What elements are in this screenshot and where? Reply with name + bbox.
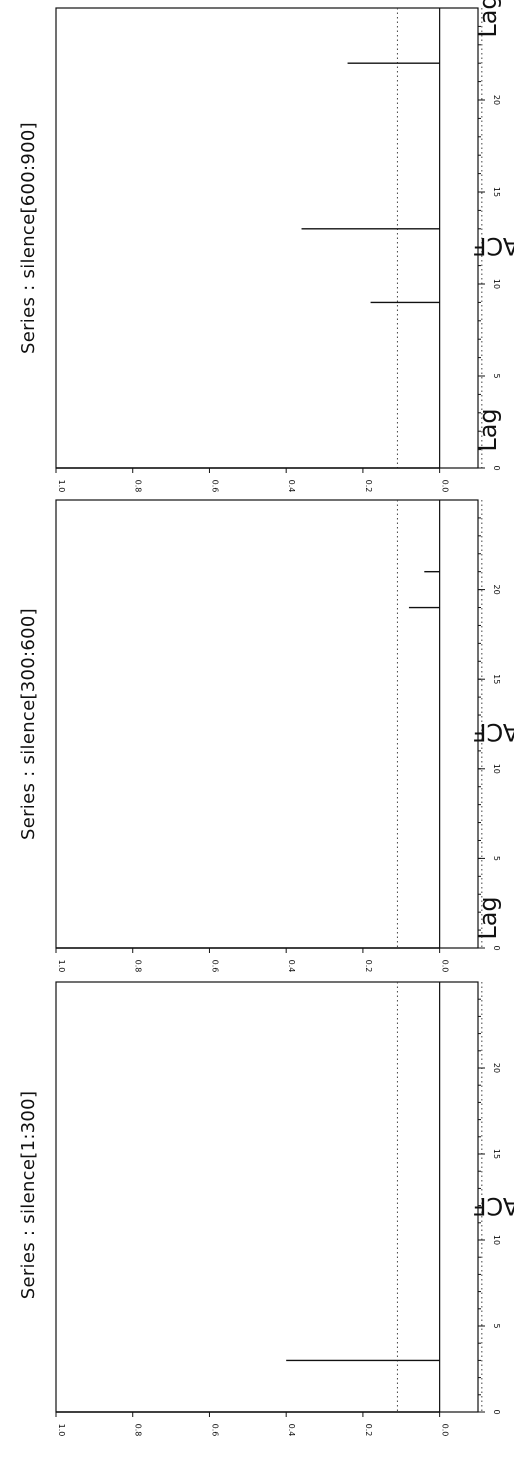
acf-axis-tick-label: 0.0: [441, 480, 450, 493]
acf-axis-tick-label: 1.0: [57, 480, 66, 493]
lag-axis-tick-label: 0: [492, 1409, 501, 1414]
chart-title: Series : silence[300:600]: [18, 608, 39, 840]
lag-axis-tick-label: 5: [492, 1323, 501, 1328]
acf-axis-tick-label: 1.0: [57, 1424, 66, 1437]
lag-axis-tick-label: 20: [492, 1063, 501, 1073]
acf-axis-tick-label: 0.4: [287, 1424, 296, 1437]
acf-axis-tick-label: 0.8: [134, 480, 143, 493]
acf-axis-tick-label: 0.6: [210, 480, 219, 493]
lag-axis-tick-label: 20: [492, 585, 501, 595]
lag-axis-tick-label: 10: [492, 764, 501, 774]
lag-axis-tick-label: 10: [492, 1235, 501, 1245]
acf-axis-tick-label: 0.8: [134, 960, 143, 973]
acf-axis-tick-label: 0.6: [210, 960, 219, 973]
plot-frame: [55, 7, 479, 469]
acf-axis-tick-label: 0.2: [364, 960, 373, 973]
acf-axis-tick-label: 0.4: [287, 480, 296, 493]
acf-axis-title: ACF: [473, 232, 514, 260]
acf-axis-title: ACF: [473, 718, 514, 746]
lag-axis-tick-label: 5: [492, 856, 501, 861]
acf-panel-1: 0.0 0.2 0.4 0.6 0.8 1.0 0 5 10 15 20 Series : silen…: [18, 896, 514, 1436]
lag-axis-tick-label: 0: [492, 465, 501, 470]
chart-title: Series : silence[600:900]: [18, 122, 39, 354]
acf-axis-tick-label: 0.2: [364, 1424, 373, 1437]
lag-axis-title: Lag: [474, 408, 502, 451]
acf-axis-tick-label: 0.4: [287, 960, 296, 973]
acf-axis-title: ACF: [473, 1192, 514, 1220]
lag-axis-tick-label: 15: [492, 187, 501, 197]
acf-axis-tick-label: 0.0: [441, 960, 450, 973]
plot-frame: [55, 981, 479, 1413]
acf-panel-2: 0.0 0.2 0.4 0.6 0.8 1.0 0 5 10 15 20 Series : silen…: [18, 408, 514, 972]
acf-axis-tick-label: 0.8: [134, 1424, 143, 1437]
chart-title: Series : silence[1:300]: [18, 1091, 39, 1300]
acf-panel-3: 0.0 0.2 0.4 0.6 0.8 1.0 0 5 10 15 20 Series : silen…: [18, 0, 514, 492]
lag-axis-tick-label: 15: [492, 674, 501, 684]
acf-axis-tick-label: 0.0: [441, 1424, 450, 1437]
lag-axis-title: Lag: [474, 0, 502, 38]
lag-axis-title: Lag: [474, 896, 502, 939]
plot-frame: [55, 499, 479, 949]
lag-axis-tick-label: 0: [492, 945, 501, 950]
acf-axis-tick-label: 1.0: [57, 960, 66, 973]
lag-axis-tick-label: 15: [492, 1149, 501, 1159]
acf-axis-tick-label: 0.2: [364, 480, 373, 493]
acf-axis-tick-label: 0.6: [210, 1424, 219, 1437]
lag-axis-tick-label: 10: [492, 279, 501, 289]
lag-axis-tick-label: 5: [492, 373, 501, 378]
lag-axis-tick-label: 20: [492, 95, 501, 105]
